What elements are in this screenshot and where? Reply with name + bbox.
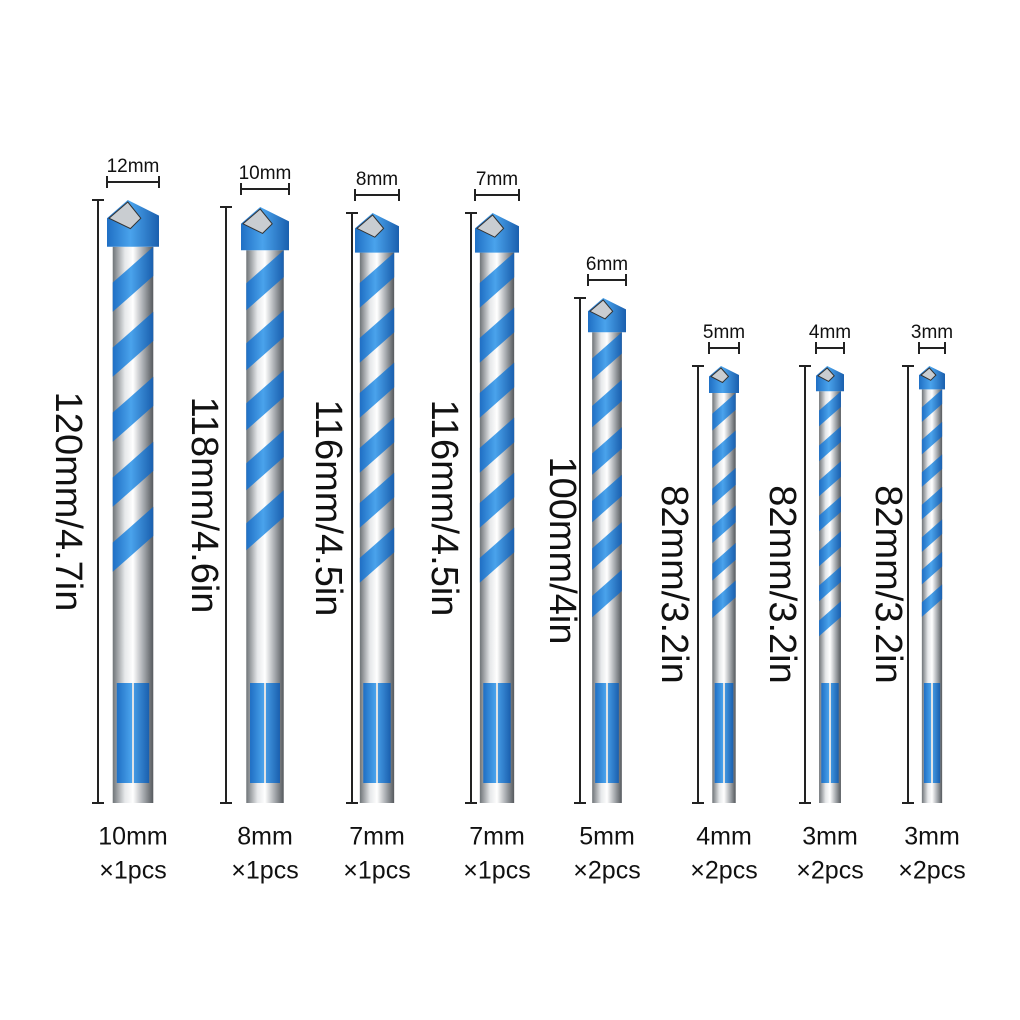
bit-flute (921, 389, 943, 422)
bit-flute (359, 527, 395, 583)
shank-size: 4mm (696, 823, 752, 851)
bit-carbide (710, 367, 730, 384)
bit-carbide (817, 367, 835, 383)
length-label: 120mm/4.7in (47, 392, 89, 612)
drill-bit (919, 366, 945, 803)
bit-flute (712, 543, 736, 581)
bit-flute (112, 376, 154, 442)
bit-flute (479, 527, 515, 583)
bit-flute (246, 370, 284, 431)
bit-flute (479, 417, 515, 473)
bit-carbide (920, 367, 937, 381)
bit-flute (712, 393, 736, 431)
bit-flute (592, 569, 622, 618)
tip-size: 3mm (911, 322, 953, 343)
bit-flute (921, 454, 943, 487)
quantity: ×2pcs (573, 857, 640, 885)
drill-bit (816, 366, 844, 803)
drill-bit (107, 200, 159, 804)
length-label: 116mm/4.5in (307, 400, 349, 617)
length-label: 82mm/3.2in (653, 485, 695, 684)
bit-flute (112, 246, 154, 312)
bit-flute (112, 441, 154, 507)
bit-flute (592, 427, 622, 475)
drill-bit (241, 207, 289, 803)
quantity: ×1pcs (463, 857, 530, 885)
bit-carbide (589, 299, 614, 320)
shank-size: 3mm (802, 823, 858, 851)
shank-size: 10mm (98, 823, 167, 851)
bit-flute (819, 601, 841, 637)
length-label: 116mm/4.5in (423, 400, 465, 617)
tip-size: 5mm (703, 322, 745, 343)
bit-flute (921, 584, 943, 617)
bit-flute (112, 506, 154, 572)
bit-flute (479, 472, 515, 528)
quantity: ×1pcs (231, 857, 298, 885)
bit-flute (712, 505, 736, 543)
bit-flute (246, 430, 284, 491)
length-label: 100mm/4in (541, 457, 583, 645)
length-label: 82mm/3.2in (761, 485, 803, 684)
shank-size: 5mm (579, 823, 635, 851)
bit-flute (592, 332, 622, 380)
bit-flute (712, 580, 736, 618)
bit-flute (819, 566, 841, 602)
drill-bit (588, 298, 626, 803)
bit-flute (359, 362, 395, 418)
quantity: ×2pcs (898, 857, 965, 885)
bit-flute (246, 490, 284, 551)
quantity: ×2pcs (690, 857, 757, 885)
bit-flute (479, 362, 515, 418)
bit-flute (479, 307, 515, 363)
tip-size: 12mm (107, 156, 160, 177)
bit-flute (921, 421, 943, 455)
bit-carbide (476, 214, 505, 238)
bit-flute (359, 307, 395, 363)
bit-flute (921, 551, 943, 585)
bit-flute (592, 379, 622, 428)
bit-flute (819, 461, 841, 497)
tip-size: 4mm (809, 322, 851, 343)
bit-flute (592, 474, 622, 523)
quantity: ×2pcs (796, 857, 863, 885)
length-label: 82mm/3.2in (867, 485, 909, 684)
bit-flute (712, 468, 736, 506)
bit-flute (819, 531, 841, 567)
bit-flute (246, 250, 284, 311)
bit-carbide (108, 201, 142, 230)
bit-flute (921, 486, 943, 520)
length-label: 118mm/4.6in (183, 397, 225, 614)
tip-size: 6mm (586, 254, 628, 275)
drill-bit (709, 366, 739, 803)
bit-flute (246, 310, 284, 371)
shank-size: 7mm (469, 823, 525, 851)
bit-flute (359, 417, 395, 473)
bit-flute (112, 311, 154, 377)
shank-size: 3mm (904, 823, 960, 851)
tip-size: 10mm (239, 163, 292, 184)
bit-flute (819, 426, 841, 462)
tip-size: 8mm (356, 169, 398, 190)
bit-flute (592, 522, 622, 570)
bit-flute (819, 391, 841, 427)
quantity: ×1pcs (99, 857, 166, 885)
bit-carbide (242, 208, 273, 235)
drill-bit (475, 213, 519, 804)
bit-carbide (356, 214, 385, 238)
bit-flute (712, 430, 736, 468)
bit-flute (359, 252, 395, 308)
bit-flute (359, 472, 395, 528)
drill-bit (355, 213, 399, 804)
shank-size: 8mm (237, 823, 293, 851)
bit-flute (921, 519, 943, 552)
shank-size: 7mm (349, 823, 405, 851)
bit-flute (479, 252, 515, 308)
tip-size: 7mm (476, 169, 518, 190)
bit-flute (819, 496, 841, 532)
quantity: ×1pcs (343, 857, 410, 885)
